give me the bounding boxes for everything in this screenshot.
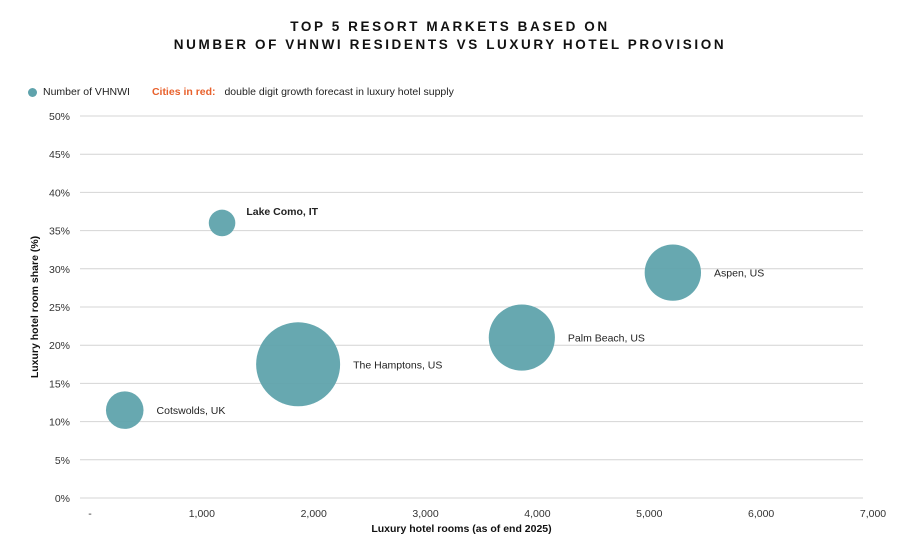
y-tick-label: 50%	[49, 111, 70, 123]
chart-title-line2: NUMBER OF VHNWI RESIDENTS VS LUXURY HOTE…	[173, 37, 727, 52]
legend-series-label: Number of VHNWI	[43, 86, 130, 98]
x-tick-label: 4,000	[524, 508, 550, 520]
bubble	[105, 391, 144, 429]
x-tick-label: 5,000	[636, 508, 662, 520]
x-tick-label: 2,000	[301, 508, 327, 520]
y-tick-label: 25%	[49, 302, 70, 314]
bubble-label: Lake Como, IT	[246, 206, 318, 218]
bubble	[644, 244, 702, 301]
legend-note-text: double digit growth forecast in luxury h…	[224, 86, 454, 98]
legend-note-highlight: Cities in red:	[151, 86, 216, 98]
y-tick-label: 45%	[49, 149, 70, 161]
y-tick-labels: 0% 5% 10% 15% 20% 25% 30% 35% 40% 45% 50%	[49, 111, 70, 505]
x-tick-label: 3,000	[412, 508, 438, 520]
grid-lines	[80, 115, 863, 499]
x-tick-label: 7,000	[860, 508, 886, 520]
x-tick-label: -	[88, 508, 92, 520]
x-tick-label: 6,000	[748, 508, 774, 520]
legend-marker-icon	[28, 87, 37, 97]
bubble-label: Palm Beach, US	[568, 333, 645, 345]
x-axis-title: Luxury hotel rooms (as of end 2025)	[371, 523, 551, 535]
y-tick-label: 5%	[55, 455, 70, 467]
bubble-labels: Cotswolds, UK Lake Como, IT The Hamptons, …	[157, 206, 765, 417]
y-tick-label: 10%	[49, 417, 70, 429]
x-tick-labels: - 1,000 2,000 3,000 4,000 5,000 6,000 7,000	[88, 508, 886, 520]
bubble-label: Cotswolds, UK	[157, 405, 226, 417]
chart-title-line1: TOP 5 RESORT MARKETS BASED ON	[290, 19, 610, 34]
bubble-label: The Hamptons, US	[353, 359, 442, 371]
y-tick-label: 15%	[49, 378, 70, 390]
legend: Number of VHNWI Cities in red: double di…	[28, 86, 454, 98]
bubble	[256, 322, 341, 407]
bubbles	[105, 209, 702, 429]
y-tick-label: 35%	[49, 226, 70, 238]
y-axis-title: Luxury hotel room share (%)	[29, 236, 41, 378]
y-tick-label: 30%	[49, 264, 70, 276]
y-tick-label: 0%	[55, 493, 70, 505]
y-tick-label: 40%	[49, 187, 70, 199]
bubble	[208, 209, 236, 237]
x-tick-label: 1,000	[189, 508, 215, 520]
y-tick-label: 20%	[49, 340, 70, 352]
bubble	[488, 304, 555, 371]
legend-note: Cities in red: double digit growth forec…	[152, 86, 454, 98]
bubble-label: Aspen, US	[714, 268, 764, 280]
